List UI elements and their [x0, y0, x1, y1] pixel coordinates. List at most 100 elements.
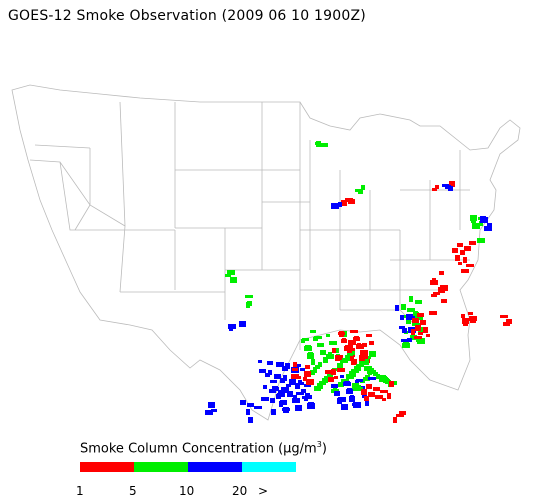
smoke-pixel [322, 378, 328, 383]
smoke-pixel [339, 331, 344, 337]
smoke-pixel [225, 274, 231, 277]
smoke-pixel [500, 315, 508, 318]
legend-title: Smoke Column Concentration (μg/m3) [80, 440, 327, 457]
smoke-map [11, 84, 521, 423]
smoke-pixel [292, 398, 300, 403]
smoke-pixel [396, 414, 404, 417]
smoke-pixel [480, 216, 486, 221]
smoke-pixel [387, 393, 391, 399]
smoke-pixel [350, 356, 354, 361]
legend-tick-20: 20 [232, 484, 248, 498]
smoke-pixel [276, 362, 284, 367]
smoke-pixel [320, 350, 326, 355]
legend-segment-10-20 [188, 462, 242, 472]
smoke-pixel [419, 316, 423, 320]
smoke-pixel [432, 188, 437, 191]
smoke-pixel [347, 353, 353, 357]
smoke-pixel [375, 395, 383, 399]
smoke-pixel [254, 406, 262, 409]
smoke-pixel [468, 312, 473, 315]
smoke-pixel [458, 262, 462, 265]
smoke-pixel [280, 378, 285, 383]
smoke-pixel [228, 324, 236, 329]
smoke-pixel [308, 352, 313, 357]
smoke-pixel [328, 377, 334, 382]
smoke-pixel [357, 343, 361, 347]
smoke-pixel [310, 330, 316, 333]
smoke-pixel [318, 362, 322, 367]
smoke-pixel [506, 319, 512, 324]
smoke-pixel [406, 319, 411, 324]
smoke-pixel [310, 370, 315, 375]
smoke-pixel [417, 338, 425, 344]
smoke-pixel [407, 308, 415, 312]
smoke-pixel [365, 375, 370, 381]
smoke-pixel [306, 379, 314, 385]
smoke-pixel [462, 318, 469, 324]
smoke-pixel [393, 417, 397, 423]
smoke-pixel [230, 277, 237, 283]
smoke-pixel [457, 243, 463, 247]
smoke-pixel [325, 370, 332, 374]
smoke-pixel [274, 386, 278, 389]
legend-segment-5-10 [134, 462, 188, 472]
smoke-pixel [289, 379, 296, 385]
legend-tick-10: 10 [179, 484, 195, 498]
smoke-pixel [461, 314, 465, 318]
smoke-pixel [305, 395, 312, 399]
smoke-pixel [329, 341, 337, 345]
smoke-pixel [208, 402, 215, 408]
smoke-pixel [334, 391, 340, 396]
smoke-pixel [420, 320, 426, 325]
smoke-pixel [314, 386, 321, 391]
smoke-pixel [355, 189, 361, 192]
smoke-pixel [246, 409, 250, 415]
smoke-pixel [245, 295, 253, 298]
smoke-pixel [327, 373, 333, 377]
smoke-pixel [415, 300, 422, 304]
smoke-pixel [315, 365, 320, 369]
smoke-pixel [354, 366, 361, 371]
smoke-pixel [479, 221, 483, 226]
smoke-pixel [439, 271, 444, 275]
smoke-pixel [337, 368, 345, 372]
smoke-pixel [360, 345, 364, 349]
smoke-pixel [441, 299, 447, 303]
smoke-pixel [382, 398, 386, 401]
smoke-pixel [316, 141, 321, 147]
smoke-pixel [331, 384, 338, 388]
smoke-pixel [452, 248, 458, 253]
smoke-pixel [352, 383, 359, 388]
smoke-pixel [435, 185, 439, 189]
smoke-pixel [289, 391, 293, 395]
smoke-pixel [324, 376, 331, 379]
smoke-pixel [349, 348, 355, 351]
smoke-pixel [283, 407, 289, 413]
smoke-pixel [373, 372, 378, 376]
smoke-pixel [348, 340, 356, 345]
smoke-pixel [346, 374, 354, 379]
smoke-pixel [270, 398, 275, 403]
smoke-pixel [464, 246, 471, 251]
smoke-pixel [342, 338, 346, 341]
smoke-pixel [460, 250, 465, 255]
smoke-pixel [285, 363, 290, 369]
smoke-pixel [354, 336, 359, 339]
smoke-pixel [274, 374, 281, 379]
smoke-pixel [301, 389, 306, 393]
smoke-pixel [340, 375, 344, 378]
smoke-pixel [248, 417, 253, 423]
smoke-pixel [461, 269, 469, 273]
smoke-pixel [239, 321, 246, 327]
smoke-pixel [359, 355, 365, 361]
smoke-pixel [323, 357, 327, 361]
smoke-pixel [395, 305, 399, 311]
smoke-pixel [240, 400, 246, 405]
smoke-pixel [399, 411, 406, 415]
smoke-pixel [319, 381, 326, 385]
smoke-pixel [268, 370, 272, 375]
smoke-pixel [356, 364, 364, 367]
smoke-pixel [326, 334, 330, 337]
smoke-pixel [469, 241, 476, 245]
smoke-pixel [278, 390, 282, 395]
